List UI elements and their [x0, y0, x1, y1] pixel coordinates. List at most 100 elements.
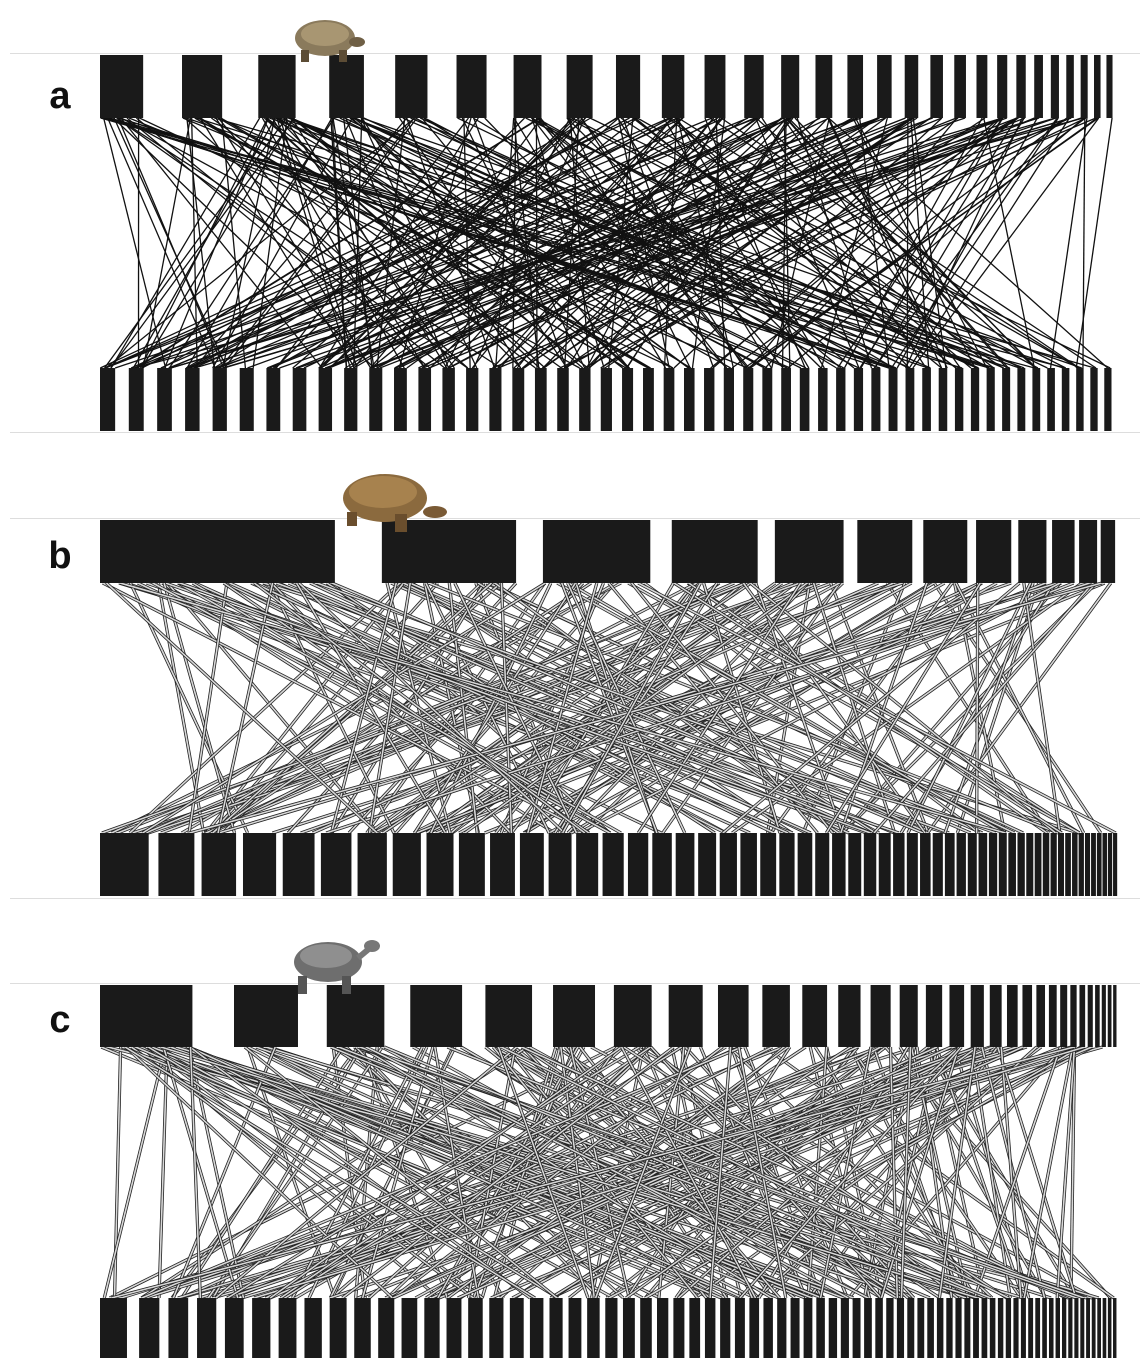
bottom-node [676, 833, 695, 896]
bottom-node [1049, 1298, 1054, 1358]
top-node [1016, 55, 1025, 118]
bottom-node [927, 1298, 934, 1358]
bottom-node [779, 833, 794, 896]
bottom-node [664, 368, 675, 431]
bottom-node [1086, 1298, 1090, 1358]
bottom-node [243, 833, 276, 896]
top-node [877, 55, 892, 118]
top-node [1060, 985, 1067, 1047]
bottom-node [673, 1298, 684, 1358]
bottom-node [197, 1298, 216, 1358]
top-node [614, 985, 652, 1047]
bottom-node [832, 833, 845, 896]
bottom-node [1017, 833, 1024, 896]
bottom-node [1047, 368, 1055, 431]
bottom-node [549, 1298, 562, 1358]
top-node [662, 55, 684, 118]
top-node [905, 55, 919, 118]
bottom-node [781, 368, 791, 431]
top-node [990, 985, 1002, 1047]
bipartite-network [100, 985, 1116, 1358]
bottom-node [447, 1298, 462, 1358]
top-node [762, 985, 790, 1047]
top-node [1022, 985, 1032, 1047]
bottom-node [917, 1298, 924, 1358]
bottom-node [427, 833, 454, 896]
top-node [949, 985, 964, 1047]
bottom-node [1026, 833, 1033, 896]
bottom-node [945, 833, 955, 896]
bottom-node [225, 1298, 244, 1358]
bottom-node [998, 1298, 1003, 1358]
bottom-node [1065, 833, 1071, 896]
bottom-node [489, 1298, 503, 1358]
top-node [672, 520, 758, 583]
panel-label: b [48, 535, 71, 577]
bottom-node [459, 833, 485, 896]
bottom-node [946, 1298, 952, 1358]
bottom-node [266, 368, 280, 431]
bottom-node [657, 1298, 668, 1358]
top-node [1007, 985, 1018, 1047]
top-node [900, 985, 918, 1047]
bottom-node [321, 833, 352, 896]
bipartite-network [100, 55, 1113, 431]
bottom-node [689, 1298, 700, 1358]
bottom-node [1108, 1298, 1112, 1358]
bottom-node [129, 368, 144, 431]
bottom-node [749, 1298, 759, 1358]
bottom-node [1062, 368, 1070, 431]
bottom-node [760, 833, 776, 896]
top-node [100, 520, 335, 583]
bottom-node [1017, 368, 1025, 431]
bottom-node [319, 368, 332, 431]
bottom-node [640, 1298, 652, 1358]
bottom-node [933, 833, 943, 896]
bottom-node [973, 1298, 979, 1358]
bottom-node [283, 833, 315, 896]
top-node [930, 55, 943, 118]
top-node [234, 985, 298, 1047]
bottom-node [354, 1298, 371, 1358]
top-node [616, 55, 640, 118]
top-node [1106, 55, 1112, 118]
bottom-node [971, 368, 979, 431]
bottom-node [798, 833, 813, 896]
bottom-node [557, 368, 569, 431]
bottom-node [520, 833, 544, 896]
bottom-node [955, 368, 963, 431]
bottom-node [100, 1298, 127, 1358]
top-node [485, 985, 532, 1047]
bottom-node [100, 368, 115, 431]
top-node [1088, 985, 1093, 1047]
bottom-node [1021, 1298, 1026, 1358]
bottom-node [841, 1298, 849, 1358]
bottom-node [213, 368, 227, 431]
bottom-node [889, 368, 898, 431]
bottom-node [864, 1298, 872, 1358]
link [158, 583, 203, 833]
bottom-node [1091, 833, 1096, 896]
bottom-node [293, 368, 307, 431]
bottom-node [1056, 1298, 1060, 1358]
bottom-node [330, 1298, 347, 1358]
bottom-node [587, 1298, 600, 1358]
bottom-node [1108, 833, 1112, 896]
top-node [1070, 985, 1076, 1047]
top-node [997, 55, 1007, 118]
top-node [781, 55, 799, 118]
bottom-node [652, 833, 671, 896]
top-node [775, 520, 844, 583]
top-node [1066, 55, 1074, 118]
bottom-node [829, 1298, 837, 1358]
bottom-node [704, 368, 714, 431]
bottom-node [762, 368, 772, 431]
bottom-node [139, 1298, 159, 1358]
top-node [1081, 55, 1088, 118]
bottom-node [854, 368, 863, 431]
link [115, 1047, 121, 1298]
bottom-node [979, 833, 988, 896]
top-node [705, 55, 726, 118]
bottom-node [1013, 1298, 1018, 1358]
bottom-node [304, 1298, 321, 1358]
